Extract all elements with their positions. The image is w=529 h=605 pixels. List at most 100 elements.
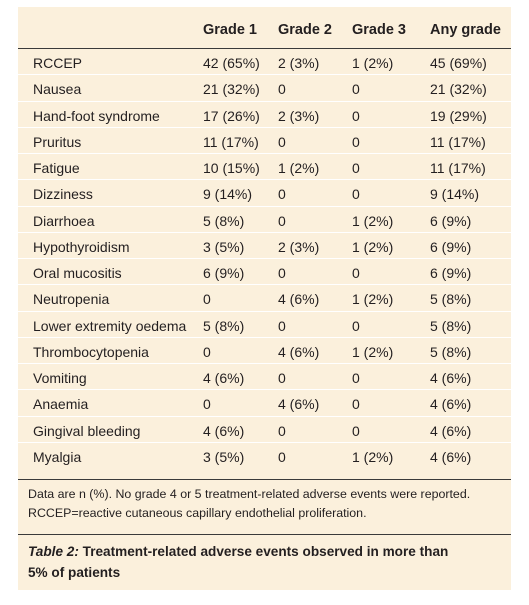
cell-event: Dizziness — [33, 186, 93, 203]
cell-grade-3: 0 — [352, 186, 360, 203]
cell-event: Hypothyroidism — [33, 238, 130, 255]
cell-event: RCCEP — [33, 55, 83, 71]
header-grade-1: Grade 1 — [203, 22, 257, 38]
table-row: Myalgia 3 (5%) 0 1 (2%) 4 (6%) — [18, 443, 511, 469]
table-row: Oral mucositis 6 (9%) 0 0 6 (9%) — [18, 259, 511, 286]
cell-grade-3: 1 (2%) — [352, 212, 394, 229]
cell-event: Hand-foot syndrome — [33, 107, 160, 124]
cell-grade-3: 0 — [352, 160, 360, 176]
cell-grade-3: 1 (2%) — [352, 291, 394, 308]
cell-grade-3: 1 (2%) — [352, 55, 394, 71]
header-grade-2: Grade 2 — [278, 22, 332, 38]
cell-grade-2: 2 (3%) — [278, 107, 320, 124]
table-row: Lower extremity oedema 5 (8%) 0 0 5 (8%) — [18, 312, 511, 338]
cell-grade-3: 0 — [352, 396, 360, 413]
cell-grade-3: 0 — [352, 422, 360, 439]
cell-any-grade: 9 (14%) — [430, 186, 480, 203]
table-header: Grade 1 Grade 2 Grade 3 Any grade — [18, 7, 511, 49]
cell-grade-3: 0 — [352, 317, 360, 334]
cell-grade-2: 0 — [278, 81, 286, 98]
cell-any-grade: 4 (6%) — [430, 396, 472, 413]
table-row: Hypothyroidism 3 (5%) 2 (3%) 1 (2%) 6 (9%) — [18, 233, 511, 259]
cell-grade-2: 0 — [278, 133, 286, 150]
cell-grade-1: 0 — [203, 396, 211, 413]
header-grade-3: Grade 3 — [352, 22, 406, 38]
table-row: Pruritus 11 (17%) 0 0 11 (17%) — [18, 128, 511, 154]
cell-grade-3: 0 — [352, 107, 360, 124]
cell-grade-3: 0 — [352, 370, 360, 386]
cell-grade-1: 0 — [203, 343, 211, 360]
cell-event: Gingival bleeding — [33, 422, 141, 439]
cell-grade-1: 5 (8%) — [203, 317, 245, 334]
cell-any-grade: 11 (17%) — [430, 133, 486, 150]
cell-grade-1: 6 (9%) — [203, 265, 245, 281]
cell-any-grade: 45 (69%) — [430, 55, 487, 71]
table-body: RCCEP 42 (65%) 2 (3%) 1 (2%) 45 (69%) Nausea 2… — [18, 49, 511, 469]
cell-any-grade: 11 (17%) — [430, 160, 486, 176]
cell-grade-2: 0 — [278, 265, 286, 281]
cell-grade-1: 4 (6%) — [203, 422, 245, 439]
cell-grade-1: 9 (14%) — [203, 186, 253, 203]
cell-grade-3: 0 — [352, 133, 360, 150]
cell-any-grade: 6 (9%) — [430, 238, 472, 255]
header-any-grade: Any grade — [430, 22, 501, 38]
cell-any-grade: 19 (29%) — [430, 107, 487, 124]
table-footnote: Data are n (%). No grade 4 or 5 treatmen… — [28, 485, 506, 523]
table-row: Neutropenia 0 4 (6%) 1 (2%) 5 (8%) — [18, 285, 511, 312]
cell-grade-2: 0 — [278, 317, 286, 334]
table-row: Anaemia 0 4 (6%) 0 4 (6%) — [18, 390, 511, 417]
cell-any-grade: 21 (32%) — [430, 81, 487, 98]
caption-divider — [18, 534, 511, 535]
table-row: Fatigue 10 (15%) 1 (2%) 0 11 (17%) — [18, 154, 511, 181]
table-row: Diarrhoea 5 (8%) 0 1 (2%) 6 (9%) — [18, 207, 511, 233]
cell-grade-1: 10 (15%) — [203, 160, 260, 176]
table-row: Vomiting 4 (6%) 0 0 4 (6%) — [18, 364, 511, 391]
cell-event: Pruritus — [33, 133, 82, 150]
cell-grade-1: 4 (6%) — [203, 370, 245, 386]
table-panel: Grade 1 Grade 2 Grade 3 Any grade RCCEP 4… — [18, 7, 511, 590]
cell-grade-2: 0 — [278, 186, 286, 203]
cell-any-grade: 5 (8%) — [430, 343, 472, 360]
cell-event: Nausea — [33, 81, 82, 98]
caption-title-line-1: Treatment-related adverse events observe… — [78, 544, 449, 559]
cell-grade-2: 0 — [278, 448, 286, 465]
cell-grade-3: 1 (2%) — [352, 238, 394, 255]
caption-title-line-2: 5% of patients — [28, 565, 121, 580]
table-row: RCCEP 42 (65%) 2 (3%) 1 (2%) 45 (69%) — [18, 49, 511, 76]
cell-event: Thrombocytopenia — [33, 343, 149, 360]
cell-any-grade: 6 (9%) — [430, 212, 472, 229]
cell-grade-2: 2 (3%) — [278, 238, 320, 255]
cell-event: Anaemia — [33, 396, 89, 413]
cell-event: Myalgia — [33, 448, 82, 465]
cell-any-grade: 4 (6%) — [430, 448, 472, 465]
cell-event: Diarrhoea — [33, 212, 95, 229]
cell-grade-1: 42 (65%) — [203, 55, 260, 71]
cell-grade-2: 4 (6%) — [278, 396, 320, 413]
table-row: Thrombocytopenia 0 4 (6%) 1 (2%) 5 (8%) — [18, 338, 511, 364]
table-row: Nausea 21 (32%) 0 0 21 (32%) — [18, 75, 511, 102]
table-row: Dizziness 9 (14%) 0 0 9 (14%) — [18, 180, 511, 207]
cell-grade-1: 5 (8%) — [203, 212, 245, 229]
cell-event: Neutropenia — [33, 291, 110, 308]
cell-grade-2: 0 — [278, 370, 286, 386]
cell-event: Fatigue — [33, 160, 80, 176]
cell-grade-3: 0 — [352, 81, 360, 98]
cell-any-grade: 5 (8%) — [430, 291, 472, 308]
cell-grade-1: 11 (17%) — [203, 133, 259, 150]
cell-grade-2: 0 — [278, 422, 286, 439]
cell-grade-1: 3 (5%) — [203, 448, 245, 465]
cell-any-grade: 6 (9%) — [430, 265, 472, 281]
cell-grade-1: 3 (5%) — [203, 238, 245, 255]
cell-grade-1: 0 — [203, 291, 211, 308]
cell-event: Oral mucositis — [33, 265, 122, 281]
cell-grade-2: 4 (6%) — [278, 291, 320, 308]
cell-event: Vomiting — [33, 370, 87, 386]
cell-any-grade: 5 (8%) — [430, 317, 472, 334]
cell-any-grade: 4 (6%) — [430, 422, 472, 439]
cell-any-grade: 4 (6%) — [430, 370, 472, 386]
cell-event: Lower extremity oedema — [33, 317, 187, 334]
footnote-divider — [18, 479, 511, 480]
cell-grade-1: 21 (32%) — [203, 81, 260, 98]
footnote-line-2: RCCEP=reactive cutaneous capillary endot… — [28, 506, 367, 520]
cell-grade-2: 4 (6%) — [278, 343, 320, 360]
